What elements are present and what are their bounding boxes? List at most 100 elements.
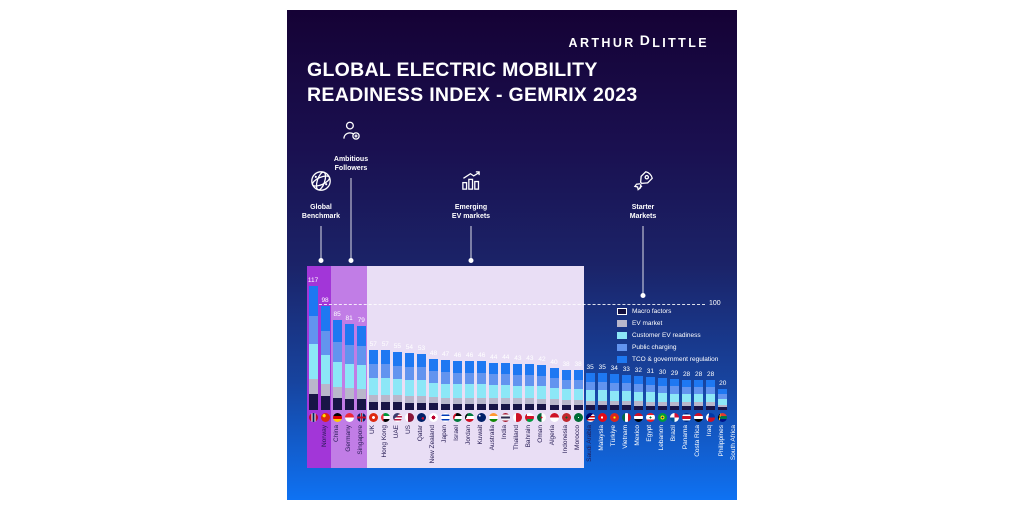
legend-swatch-ev-market-icon (617, 319, 627, 327)
segment-macro-factors (585, 405, 595, 410)
segment-ev-market (633, 401, 643, 406)
country-label-panama: Panama (682, 425, 690, 450)
chart-legend: Macro factors EV market Customer EV readin… (617, 305, 718, 365)
value-label-philippines: 28 (707, 371, 715, 378)
segment-customer-ev-readiness (320, 354, 330, 384)
segment-macro-factors (344, 398, 354, 410)
segment-tco-government-regulation (404, 353, 414, 367)
segment-macro-factors (465, 403, 475, 410)
infographic-card: ARTHUR DLITTLE GLOBAL ELECTRIC MOBILITY R… (287, 10, 737, 500)
segment-tco-government-regulation (392, 352, 402, 366)
segment-macro-factors (597, 405, 607, 410)
segment-ev-market (706, 402, 716, 407)
value-label-uae: 57 (381, 341, 389, 348)
title-line-2: READINESS INDEX - GEMRIX 2023 (307, 83, 638, 106)
stacked-bar-jordan (453, 361, 463, 410)
flag-morocco-icon (561, 413, 571, 422)
category-leader-line (470, 226, 472, 258)
segment-tco-government-regulation (718, 389, 728, 395)
category-label-emerging-ev-markets: Emerging EV markets (451, 204, 491, 220)
segment-macro-factors (332, 398, 342, 410)
country-label-china: China (332, 425, 340, 442)
segment-ev-market (356, 388, 366, 400)
segment-tco-government-regulation (429, 359, 439, 372)
stacked-bar-germany (332, 320, 342, 410)
segment-macro-factors (368, 402, 378, 410)
logo-d-glyph: D (639, 32, 653, 48)
flag-t-rkiye-icon (597, 413, 607, 422)
segment-ev-market (549, 399, 559, 405)
legend-item-tco-government-regulation: TCO & government regulation (617, 353, 718, 365)
segment-customer-ev-readiness (694, 394, 704, 403)
segment-tco-government-regulation (549, 368, 559, 379)
segment-ev-market (404, 395, 414, 403)
flag-uae-icon (380, 413, 390, 422)
flag-norway-icon (308, 413, 318, 422)
country-label-egypt: Egypt (645, 425, 653, 442)
flag-uk-icon (356, 413, 366, 422)
segment-public-charging (404, 366, 414, 380)
value-label-israel: 47 (441, 351, 450, 358)
value-label-uk: 79 (357, 317, 365, 324)
segment-ev-market (682, 402, 692, 407)
value-label-panama: 29 (670, 370, 679, 377)
country-label-iraq: Iraq (706, 425, 714, 437)
segment-public-charging (429, 371, 439, 383)
country-label-mexico: Mexico (633, 425, 641, 446)
country-label-philippines: Philippines (718, 425, 726, 457)
segment-macro-factors (621, 405, 631, 410)
segment-public-charging (392, 365, 402, 380)
stacked-bar-uk (356, 326, 366, 410)
segment-ev-market (368, 394, 378, 403)
value-label-norway: 117 (307, 277, 319, 284)
segment-tco-government-regulation (525, 364, 535, 376)
segment-public-charging (513, 375, 523, 386)
flag-kuwait-icon (465, 413, 475, 422)
segment-customer-ev-readiness (416, 380, 426, 396)
legend-swatch-customer-ev-readiness-icon (617, 331, 627, 339)
segment-customer-ev-readiness (597, 390, 607, 401)
value-label-china: 98 (321, 297, 329, 304)
page-title: GLOBAL ELECTRIC MOBILITY READINESS INDEX… (307, 58, 638, 107)
person-plus-icon (338, 118, 364, 144)
flag-lebanon-icon (645, 413, 655, 422)
segment-public-charging (585, 381, 595, 391)
segment-customer-ev-readiness (537, 386, 547, 399)
segment-ev-market (621, 401, 631, 406)
country-label-south-africa: South Africa (730, 425, 738, 461)
flag-japan-icon (429, 413, 439, 422)
country-label-kuwait: Kuwait (477, 425, 485, 445)
segment-public-charging (549, 378, 559, 388)
segment-ev-market (344, 388, 354, 399)
segment-tco-government-regulation (621, 375, 631, 384)
stacked-bar-kuwait (465, 361, 475, 410)
country-label-costa-rica: Costa Rica (694, 425, 702, 457)
stacked-bar-india (489, 363, 499, 410)
country-label-thailand: Thailand (513, 425, 521, 450)
stacked-bar-algeria (537, 365, 547, 410)
flag-thailand-icon (501, 413, 511, 422)
segment-public-charging (477, 372, 487, 385)
value-label-morocco: 38 (562, 361, 570, 368)
segment-customer-ev-readiness (453, 384, 463, 398)
value-label-bahrain: 43 (514, 355, 522, 362)
stacked-bar-singapore (344, 324, 354, 410)
country-label-oman: Oman (537, 425, 545, 443)
segment-tco-government-regulation (453, 361, 463, 373)
segment-ev-market (501, 398, 511, 404)
segment-public-charging (368, 364, 378, 379)
category-dot (348, 258, 354, 263)
value-label-qatar: 54 (405, 344, 414, 351)
segment-macro-factors (670, 405, 680, 410)
country-label-vietnam: Vietnam (621, 425, 629, 449)
segment-ev-market (489, 398, 499, 404)
value-label-south-africa: 20 (719, 380, 727, 387)
stacked-bar-vietnam (609, 374, 619, 410)
segment-macro-factors (404, 402, 414, 410)
segment-tco-government-regulation (682, 380, 692, 388)
legend-item-customer-ev-readiness: Customer EV readiness (617, 329, 718, 341)
category-label-ambitious-followers: Ambitious Followers (333, 156, 369, 172)
segment-macro-factors (320, 396, 330, 410)
value-label-brazil: 30 (658, 369, 667, 376)
segment-macro-factors (453, 403, 463, 410)
